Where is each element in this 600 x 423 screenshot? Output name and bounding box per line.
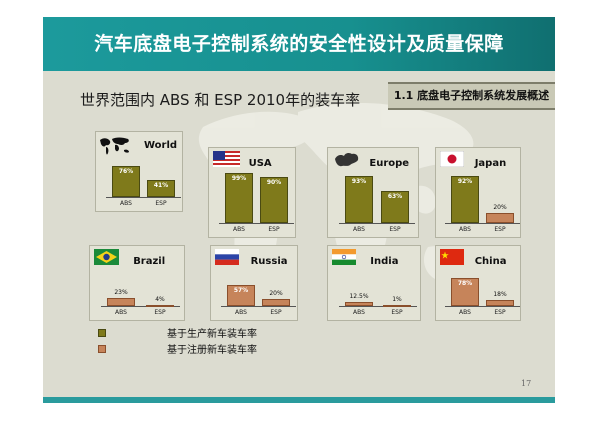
category-label: ABS	[353, 309, 365, 316]
category-label: ESP	[494, 309, 506, 316]
title-bar	[43, 17, 555, 71]
bar-abs: 99%	[225, 172, 253, 223]
panel-usa: USA 99% ABS 90% ESP	[208, 147, 296, 238]
country-name: India	[370, 256, 399, 267]
country-name: China	[474, 256, 507, 267]
usa-flag-icon	[213, 151, 240, 171]
chart-baseline	[339, 306, 417, 307]
slide: 汽车底盘电子控制系统的安全性设计及质量保障 1.1 底盘电子控制系统发展概述 世…	[43, 17, 555, 403]
country-name: Russia	[250, 256, 288, 267]
bar-esp	[486, 212, 514, 223]
category-label: ABS	[120, 200, 132, 207]
bar-esp: 41%	[147, 180, 175, 197]
category-label: ABS	[115, 309, 127, 316]
chart-baseline	[445, 306, 520, 307]
section-tag: 1.1 底盘电子控制系统发展概述	[388, 82, 555, 110]
panel-india: India 12.5% ABS 1% ESP	[327, 245, 421, 321]
chart-baseline	[219, 223, 294, 224]
india-flag-icon	[332, 249, 356, 269]
bar-abs: 93%	[345, 175, 373, 223]
category-label: ESP	[270, 309, 282, 316]
bar-value-label: 12.5%	[349, 292, 369, 300]
chart-baseline	[445, 223, 520, 224]
bar-esp	[383, 304, 411, 307]
slide-title: 汽车底盘电子控制系统的安全性设计及质量保障	[94, 33, 504, 55]
category-label: ABS	[459, 226, 471, 233]
chart-baseline	[106, 197, 181, 198]
brazil-flag-icon	[94, 249, 119, 269]
category-label: ABS	[459, 309, 471, 316]
japan-flag-icon	[439, 150, 465, 171]
country-name: USA	[248, 158, 272, 169]
bar-value-label: 20%	[493, 203, 507, 211]
chart-baseline	[339, 223, 415, 224]
bar-value-label: 20%	[269, 289, 283, 297]
category-label: ABS	[233, 226, 245, 233]
world-map-icon	[98, 134, 132, 162]
bar-abs: 76%	[112, 165, 140, 197]
country-name: Brazil	[133, 256, 166, 267]
panel-russia: Russia 57% ABS 20% ESP	[210, 245, 298, 321]
bar-value-label: 18%	[493, 290, 507, 298]
bar-abs: 57%	[227, 285, 255, 306]
bar-esp: 90%	[260, 177, 288, 223]
russia-flag-icon	[215, 249, 239, 269]
legend-swatch-registration	[98, 345, 106, 353]
category-label: ESP	[389, 226, 401, 233]
panel-japan: Japan 92% ABS 20% ESP	[435, 147, 521, 238]
country-name: Japan	[474, 158, 507, 169]
category-label: ABS	[353, 226, 365, 233]
category-label: ESP	[268, 226, 280, 233]
page-number: 17	[521, 379, 532, 388]
bar-abs	[345, 301, 373, 306]
legend-label-production: 基于生产新车装车率	[167, 329, 257, 340]
bar-esp	[146, 304, 174, 307]
category-label: ESP	[154, 309, 166, 316]
panel-china: China 78% ABS 18% ESP	[435, 245, 521, 321]
europe-map-icon	[332, 151, 360, 173]
bar-value-label: 4%	[155, 295, 165, 303]
bottom-bar	[43, 397, 555, 403]
bar-abs: 92%	[451, 176, 479, 223]
bar-value-label: 23%	[114, 288, 128, 296]
bar-abs	[107, 297, 135, 306]
panel-europe: Europe 93% ABS 63% ESP	[327, 147, 419, 238]
chart-subtitle: 世界范围内 ABS 和 ESP 2010年的装车率	[80, 91, 361, 109]
category-label: ESP	[391, 309, 403, 316]
chart-baseline	[101, 306, 180, 307]
panel-brazil: Brazil 23% ABS 4% ESP	[89, 245, 185, 321]
category-label: ESP	[155, 200, 167, 207]
country-name: Europe	[369, 158, 410, 169]
bar-esp	[486, 299, 514, 306]
legend-label-registration: 基于注册新车装车率	[167, 345, 257, 356]
legend-swatch-production	[98, 329, 106, 337]
bar-esp	[262, 298, 290, 306]
category-label: ABS	[235, 309, 247, 316]
bar-abs: 78%	[451, 277, 479, 306]
category-label: ESP	[494, 226, 506, 233]
chart-baseline	[221, 306, 296, 307]
china-flag-icon	[440, 249, 464, 269]
bar-esp: 63%	[381, 190, 409, 223]
bar-value-label: 1%	[392, 295, 402, 303]
panel-world: World 76% ABS 41% ESP	[95, 131, 183, 212]
country-name: World	[144, 140, 178, 151]
